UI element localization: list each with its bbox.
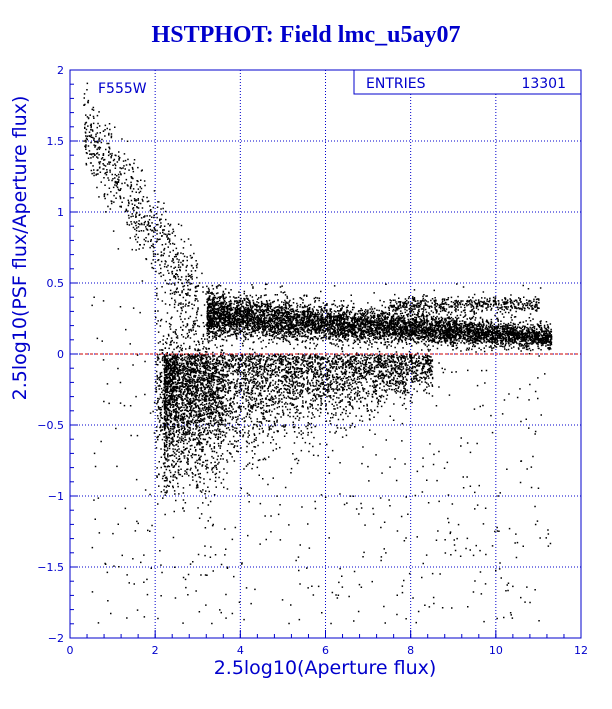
- x-tick-label: 0: [67, 644, 74, 657]
- x-tick-label: 4: [237, 644, 244, 657]
- stats-box-frame: [353, 69, 582, 95]
- y-axis-label: 2.5log10(PSF flux/Aperture flux): [9, 96, 31, 401]
- x-tick-label: 10: [489, 644, 503, 657]
- data-points: [83, 82, 553, 625]
- x-axis-label: 2.5log10(Aperture flux): [214, 657, 437, 679]
- scatter-point-cloud: [83, 82, 553, 625]
- chart-title: HSTPHOT: Field lmc_u5ay07: [151, 22, 461, 48]
- tick-marks: [69, 69, 582, 639]
- x-tick-label: 12: [574, 644, 588, 657]
- stats-entries-value: 13301: [521, 76, 566, 92]
- y-tick-label: 1: [57, 206, 64, 219]
- stats-box: ENTRIES 13301: [353, 69, 582, 95]
- x-tick-label: 8: [407, 644, 414, 657]
- y-tick-label: −2: [48, 632, 64, 645]
- filter-annotation: F555W: [98, 81, 147, 97]
- y-tick-label: 0: [57, 348, 64, 361]
- tick-labels: 0 2 4 6 8 10 12 −2 −1.5 −1 −0.5 0 0.5 1 1.5 2: [37, 64, 588, 657]
- y-tick-label: 0.5: [47, 277, 65, 290]
- x-tick-label: 6: [322, 644, 329, 657]
- y-tick-label: 1.5: [47, 135, 65, 148]
- y-tick-label: 2: [57, 64, 64, 77]
- stats-entries-label: ENTRIES: [366, 76, 426, 92]
- y-tick-label: −0.5: [37, 419, 64, 432]
- y-tick-label: −1.5: [37, 561, 64, 574]
- y-tick-label: −1: [48, 490, 64, 503]
- x-tick-label: 2: [152, 644, 159, 657]
